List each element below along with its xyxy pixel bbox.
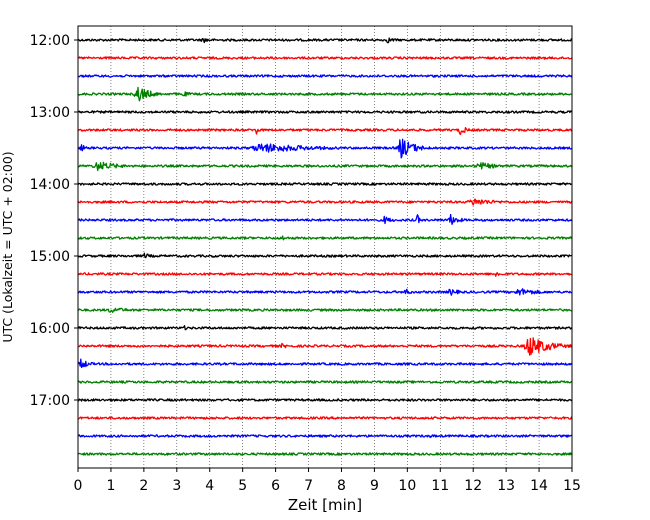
x-tick-label: 4	[205, 478, 214, 494]
trace-line	[77, 37, 573, 44]
x-tick-label: 14	[530, 478, 548, 494]
x-tick-label: 15	[563, 478, 581, 494]
trace-lines	[77, 37, 573, 456]
y-axis-title: UTC (Lokalzeit = UTC + 02:00)	[0, 151, 15, 342]
trace-line	[77, 161, 573, 172]
trace-line	[77, 288, 573, 296]
x-tick-label: 12	[464, 478, 482, 494]
y-tick-label: 14:00	[30, 177, 70, 193]
trace-line	[78, 307, 573, 314]
x-tick-label: 0	[74, 478, 83, 494]
y-tick-label: 16:00	[30, 321, 70, 337]
trace-line	[77, 252, 573, 259]
trace-line	[77, 138, 573, 159]
x-tick-label: 3	[172, 478, 181, 494]
x-tick-label: 2	[139, 478, 148, 494]
trace-line	[77, 213, 573, 225]
trace-line	[77, 398, 573, 402]
trace-line	[77, 198, 573, 206]
trace-line	[77, 127, 573, 136]
y-tick-label: 13:00	[30, 105, 70, 121]
trace-line	[77, 110, 573, 114]
trace-line	[77, 74, 573, 78]
trace-line	[77, 452, 573, 456]
x-tick-label: 10	[398, 478, 416, 494]
trace-line	[77, 182, 573, 186]
plot-frame	[77, 25, 573, 469]
x-tick-label: 7	[304, 478, 313, 494]
x-tick-label: 13	[497, 478, 515, 494]
x-tick-label: 5	[238, 478, 247, 494]
x-axis-title: Zeit [min]	[288, 496, 362, 514]
trace-line	[77, 337, 573, 356]
trace-line	[77, 325, 573, 331]
y-tick-label: 12:00	[30, 33, 70, 49]
y-axis-ticks: 12:00 13:00 14:00 15:00 16:00 17:00	[30, 33, 78, 409]
trace-line	[77, 272, 573, 277]
x-tick-label: 11	[431, 478, 449, 494]
y-tick-label: 15:00	[30, 249, 70, 265]
trace-line	[77, 358, 573, 368]
trace-line	[77, 56, 573, 60]
x-tick-label: 8	[337, 478, 346, 494]
grid-lines	[110, 26, 540, 468]
trace-line	[77, 235, 573, 241]
trace-line	[77, 380, 573, 384]
x-axis-ticks: 0 1 2 3 4 5 6 7 8 9 10 11 12 13 14 15	[74, 468, 581, 494]
x-tick-label: 6	[271, 478, 280, 494]
y-tick-label: 17:00	[30, 393, 70, 409]
x-tick-label: 9	[370, 478, 379, 494]
x-tick-label: 1	[106, 478, 115, 494]
trace-line	[77, 86, 573, 102]
trace-line	[77, 416, 573, 420]
trace-line	[77, 434, 573, 439]
